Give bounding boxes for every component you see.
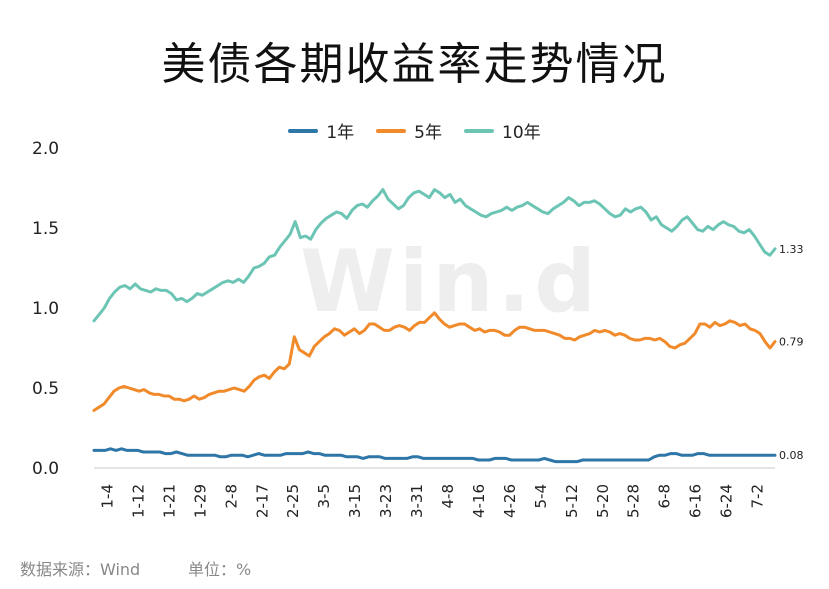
legend-label-1y: 1年: [326, 123, 355, 143]
legend-swatch-1y: [288, 128, 319, 133]
y-tick-label: 2.0: [32, 139, 59, 159]
series-line-5y: [92, 311, 777, 412]
x-tick-label: 1-29: [191, 484, 209, 518]
wind-watermark: Win.d: [300, 232, 600, 332]
x-tick-label: 6-24: [718, 484, 736, 518]
legend-swatch-5y: [376, 128, 407, 133]
x-tick-label: 5-20: [594, 484, 612, 518]
legend-label-5y: 5年: [414, 123, 442, 143]
unit-note: 单位：%: [188, 560, 252, 579]
x-tick-label: 2-8: [222, 484, 240, 509]
x-tick-label: 1-4: [98, 484, 116, 509]
x-tick-label: 1-12: [129, 484, 147, 518]
series-end-label: 0.79: [779, 336, 804, 349]
x-tick-label: 3-23: [377, 484, 395, 518]
legend-item-10y: 10年: [464, 118, 541, 143]
x-tick-label: 3-31: [408, 484, 426, 518]
legend-item-1y: 1年: [288, 118, 354, 143]
legend-swatch-10y: [464, 128, 494, 133]
chart-title: 美债各期收益率走势情况: [161, 39, 668, 90]
chart-legend: 1年 5年 10年: [0, 118, 829, 143]
x-tick-label: 2-25: [284, 484, 302, 518]
y-tick-label: 1.0: [32, 299, 59, 319]
y-tick-label: 0.0: [32, 459, 59, 479]
x-tick-label: 4-16: [470, 484, 488, 518]
legend-label-10y: 10年: [502, 123, 541, 143]
series-end-label: 1.33: [779, 243, 804, 256]
x-tick-label: 2-17: [253, 484, 271, 518]
legend-item-5y: 5年: [376, 118, 442, 143]
series-line-10y: [92, 188, 777, 323]
x-tick-label: 7-2: [749, 484, 767, 509]
x-tick-label: 3-15: [346, 484, 364, 518]
x-tick-label: 5-12: [563, 484, 581, 518]
x-tick-label: 5-28: [625, 484, 643, 518]
x-tick-label: 4-8: [439, 484, 457, 509]
x-tick-label: 5-4: [532, 484, 550, 509]
series-line-1y: [92, 447, 777, 464]
x-tick-label: 6-16: [687, 484, 705, 518]
x-tick-label: 3-5: [315, 484, 333, 509]
series-end-label: 0.08: [779, 449, 804, 462]
x-tick-label: 6-8: [656, 484, 674, 509]
x-tick-label: 1-21: [160, 484, 178, 518]
y-tick-label: 0.5: [32, 379, 59, 399]
x-tick-label: 4-26: [501, 484, 519, 518]
data-source-note: 数据来源：Wind: [20, 560, 141, 579]
y-tick-label: 1.5: [32, 219, 59, 239]
